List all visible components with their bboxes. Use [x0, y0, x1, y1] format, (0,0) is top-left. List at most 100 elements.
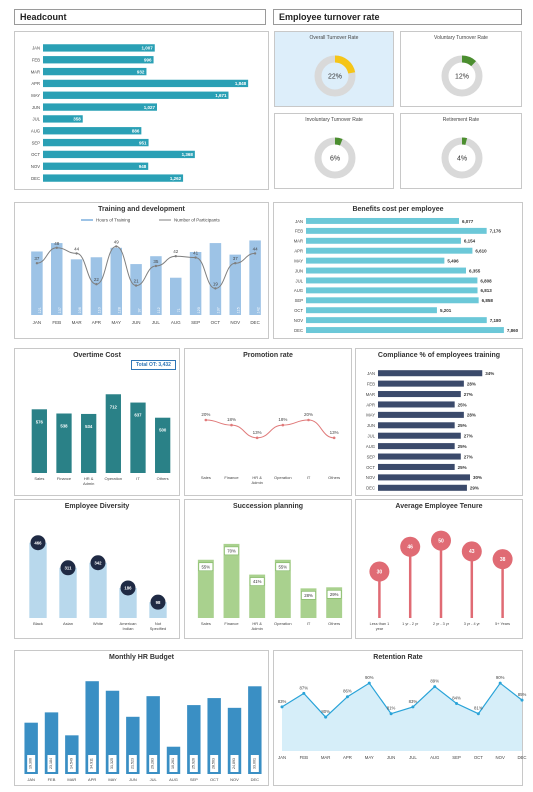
retention-panel: Retention Rate 83% JAN 87% FEB 80% MAR 86% APR 9…	[273, 650, 527, 786]
data-label: 41%	[253, 579, 262, 584]
data-label: 34%	[485, 371, 494, 376]
axis-tick-label: OCT	[366, 465, 375, 470]
data-label: 120	[197, 307, 201, 313]
data-label: 70%	[227, 548, 236, 553]
axis-tick-label: MAY	[31, 93, 40, 98]
axis-tick-label: JUL	[33, 117, 41, 122]
data-label: 466	[34, 540, 42, 545]
axis-tick-label: SEP	[32, 140, 41, 145]
bar	[119, 587, 137, 618]
line-point	[345, 695, 349, 699]
line-point	[35, 262, 39, 265]
turnover-header: Employee turnover rate	[273, 9, 522, 25]
bar	[43, 67, 147, 76]
line-point	[115, 245, 118, 248]
line-point	[498, 681, 502, 685]
bar	[378, 401, 455, 408]
line-point	[367, 681, 371, 685]
data-label: 951	[139, 140, 147, 145]
budget-panel: Monthly HR Budget JAN 19,306 FEB 23,184 MAR 1…	[14, 650, 269, 786]
axis-tick-label: Sales	[34, 476, 44, 481]
label-box	[224, 546, 239, 556]
training-title: Training and development	[98, 206, 185, 213]
bar	[43, 56, 154, 64]
axis-tick-label: Finance	[57, 476, 72, 481]
bar	[105, 394, 121, 473]
axis-tick-label: APR	[343, 755, 352, 760]
kpi-title: Overall Turnover Rate	[309, 35, 359, 41]
axis-tick-label: MAR	[67, 777, 76, 782]
training-panel: Training and development Hours of Traini…	[14, 202, 269, 339]
bar	[29, 542, 47, 618]
bar	[306, 327, 504, 334]
axis-tick-label: APR	[92, 320, 102, 325]
axis-tick-label: year	[376, 627, 384, 631]
data-label: 6,355	[469, 268, 481, 273]
data-label: 358	[73, 117, 81, 122]
line-point	[253, 252, 257, 255]
data-label: 1,262	[170, 176, 182, 181]
line-point	[95, 283, 98, 286]
area-fill	[282, 683, 522, 751]
lollipop-head	[461, 541, 482, 562]
axis-tick-label: FEB	[300, 755, 308, 760]
line-point	[281, 423, 285, 427]
bar	[150, 256, 162, 315]
data-label: 137	[217, 307, 221, 313]
bar	[43, 138, 149, 147]
data-label: 6,808	[480, 278, 492, 283]
axis-tick-label: DEC	[517, 755, 526, 760]
lollipop-head	[369, 561, 390, 582]
data-label: 44	[253, 246, 259, 251]
kpi-overall-turnover: Overall Turnover Rate 22%	[274, 31, 394, 107]
data-label: 83%	[278, 699, 287, 704]
line-point	[174, 255, 177, 258]
axis-tick-label: OCT	[211, 320, 221, 325]
benefits-chart: JAN 6,077 FEB 7,176 MAR 6,154 APR 6,610 MAY 5,496…	[294, 217, 519, 334]
kpi-title: Involuntary Turnover Rate	[305, 117, 363, 123]
label-box	[250, 755, 259, 772]
axis-tick-label: JUL	[152, 320, 160, 325]
data-label: 34,911	[90, 758, 94, 769]
bar	[81, 413, 97, 473]
data-label: 55%	[279, 564, 288, 569]
headcount-chart: JAN 1,007 FEB 996 MAR 932 APR 1,848 MAY 1,671 JUN 1…	[31, 44, 249, 182]
bar	[306, 317, 487, 324]
axis-tick-label: MAY	[108, 777, 117, 782]
bar	[155, 417, 171, 473]
line-point	[476, 712, 480, 716]
bar	[43, 79, 249, 88]
axis-tick-label: OCT	[31, 152, 40, 157]
axis-tick-label: MAR	[321, 755, 331, 760]
axis-tick-label: 3 yr - 4 yr	[464, 622, 481, 626]
axis-tick-label: HR &	[252, 475, 262, 480]
bar	[43, 91, 229, 99]
data-label: 29,283	[151, 758, 155, 769]
promotion-chart: 20% Sales 18% Finance 13% HR &Admin 18% Operati…	[201, 412, 340, 485]
data-label: 7,176	[490, 229, 502, 234]
data-label: 538	[60, 424, 68, 429]
axis-tick-label: MAY	[294, 258, 303, 263]
overtime-chart: Sales 576 Finance 538 HR &Admin 534 Operation 7…	[31, 394, 171, 486]
data-label: 49	[114, 239, 120, 244]
bar	[31, 409, 47, 473]
data-label: 10,261	[171, 758, 175, 769]
axis-tick-label: Operation	[274, 621, 292, 626]
data-label: 1,848	[235, 81, 247, 86]
compliance-title: Compliance % of employees training	[377, 352, 501, 359]
bar	[56, 413, 72, 473]
bar	[248, 686, 262, 774]
bar	[43, 162, 149, 170]
bar	[169, 277, 182, 315]
bar	[378, 422, 455, 429]
axis-tick-label: Admin	[83, 481, 94, 486]
value-marker	[150, 594, 166, 610]
label-box	[249, 577, 265, 586]
label-box	[169, 755, 178, 772]
data-label: 43	[469, 549, 475, 555]
data-label: 637	[134, 413, 142, 418]
line-point	[230, 423, 233, 427]
axis-tick-label: DEC	[366, 486, 375, 491]
label-box	[128, 755, 137, 772]
